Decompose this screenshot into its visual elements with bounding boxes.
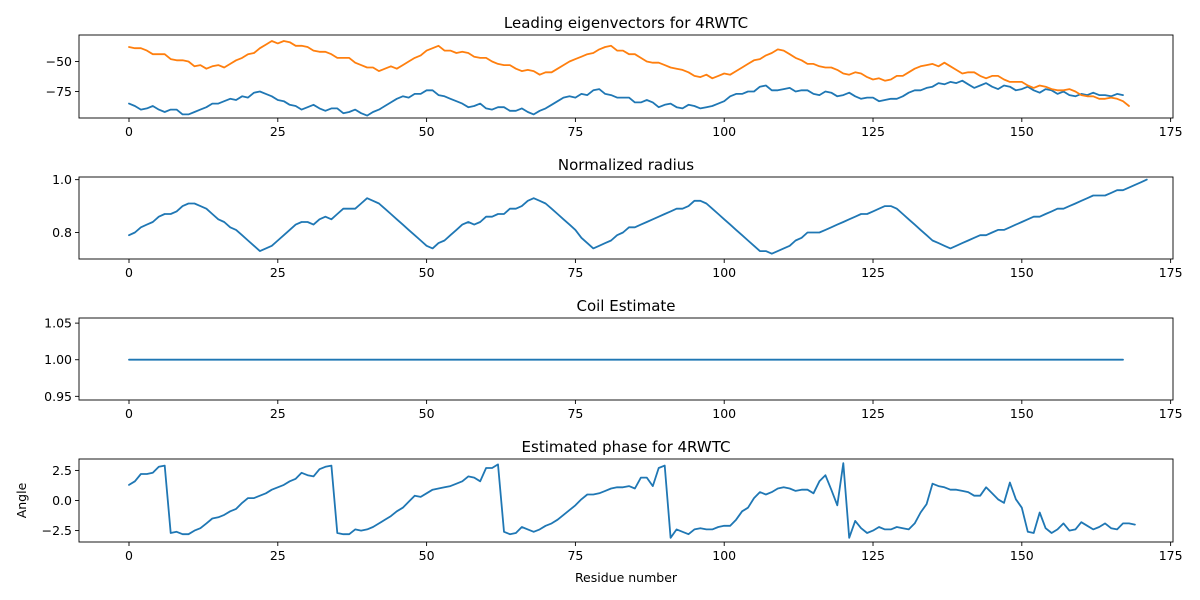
x-tick-label: 75 bbox=[567, 265, 583, 280]
x-tick-label: 0 bbox=[125, 548, 133, 563]
x-tick-label: 100 bbox=[712, 406, 736, 421]
x-tick-label: 0 bbox=[125, 406, 133, 421]
x-tick-label: 100 bbox=[712, 265, 736, 280]
x-tick-label: 175 bbox=[1159, 548, 1183, 563]
x-tick-label: 100 bbox=[712, 124, 736, 139]
series-line-2 bbox=[128, 40, 1130, 107]
x-tick-label: 150 bbox=[1010, 265, 1034, 280]
x-tick-label: 100 bbox=[712, 548, 736, 563]
x-tick-label: 75 bbox=[567, 124, 583, 139]
x-tick-label: 75 bbox=[567, 548, 583, 563]
axes-frame bbox=[78, 176, 1174, 260]
x-tick-label: 50 bbox=[419, 406, 435, 421]
x-tick-label: 175 bbox=[1159, 124, 1183, 139]
axes-frame bbox=[78, 458, 1174, 543]
x-tick-label: 25 bbox=[270, 406, 286, 421]
x-tick-label: 0 bbox=[125, 265, 133, 280]
y-tick-label: −50 bbox=[46, 54, 72, 69]
x-tick-label: 125 bbox=[861, 265, 885, 280]
x-tick-label: 25 bbox=[270, 265, 286, 280]
chart-title: Coil Estimate bbox=[576, 297, 675, 315]
chart-title: Normalized radius bbox=[558, 156, 694, 174]
x-tick-label: 150 bbox=[1010, 406, 1034, 421]
axes-frame bbox=[78, 34, 1174, 119]
x-tick-label: 125 bbox=[861, 548, 885, 563]
x-tick-label: 125 bbox=[861, 406, 885, 421]
y-tick-label: 0.95 bbox=[44, 389, 72, 404]
x-tick-label: 75 bbox=[567, 406, 583, 421]
y-tick-label: 0.0 bbox=[52, 493, 72, 508]
y-tick-label: −2.5 bbox=[42, 523, 72, 538]
y-tick-label: −75 bbox=[46, 84, 72, 99]
chart-title: Leading eigenvectors for 4RWTC bbox=[504, 14, 748, 32]
x-tick-label: 150 bbox=[1010, 124, 1034, 139]
y-tick-label: 2.5 bbox=[52, 463, 72, 478]
x-tick-label: 175 bbox=[1159, 265, 1183, 280]
series-line-1 bbox=[128, 462, 1136, 539]
x-tick-label: 150 bbox=[1010, 548, 1034, 563]
x-tick-label: 25 bbox=[270, 548, 286, 563]
series-line-1 bbox=[128, 79, 1124, 117]
y-axis-label: Angle bbox=[14, 482, 29, 518]
y-tick-label: 0.8 bbox=[52, 225, 72, 240]
y-tick-label: 1.0 bbox=[52, 172, 72, 187]
x-tick-label: 0 bbox=[125, 124, 133, 139]
series-line-1 bbox=[128, 178, 1148, 255]
x-tick-label: 25 bbox=[270, 124, 286, 139]
x-tick-label: 125 bbox=[861, 124, 885, 139]
x-tick-label: 50 bbox=[419, 548, 435, 563]
x-axis-label: Residue number bbox=[575, 570, 678, 585]
y-tick-label: 1.05 bbox=[44, 316, 72, 331]
axes-frame bbox=[78, 317, 1174, 401]
x-tick-label: 175 bbox=[1159, 406, 1183, 421]
x-tick-label: 50 bbox=[419, 124, 435, 139]
x-tick-label: 50 bbox=[419, 265, 435, 280]
y-tick-label: 1.00 bbox=[44, 352, 72, 367]
chart-title: Estimated phase for 4RWTC bbox=[522, 438, 731, 456]
